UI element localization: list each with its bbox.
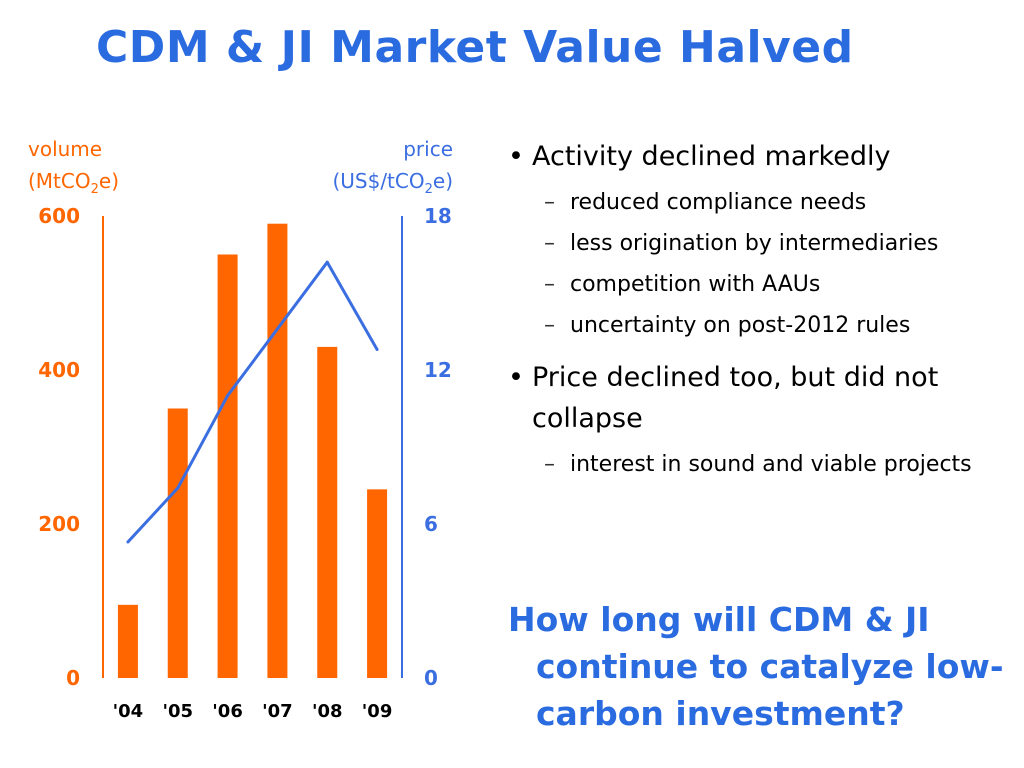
price-point (375, 347, 379, 351)
category-labels: '04 '05 '06 '07 '08 '09 (113, 701, 393, 722)
left-axis-unit-sub: 2 (91, 182, 99, 197)
right-tick-labels: 18 12 6 0 (424, 204, 452, 690)
main-bullet: • Price declined too, but did not collaps… (508, 357, 1018, 439)
sub-bullet: – interest in sound and viable projects (508, 449, 1018, 480)
left-tick-label: 400 (38, 358, 80, 382)
left-tick-label: 600 (38, 204, 80, 228)
price-point (275, 327, 279, 331)
right-tick-label: 18 (424, 204, 452, 228)
main-bullet-text: Price declined too, but did not collapse (532, 362, 939, 434)
volume-bar (267, 223, 288, 678)
dash-icon: – (544, 313, 555, 338)
sub-bullet: – reduced compliance needs (508, 187, 1018, 218)
price-points (126, 260, 379, 544)
left-axis-title: volume (28, 137, 102, 161)
bullet-group: • Price declined too, but did not collaps… (508, 357, 1018, 480)
volume-bar (167, 408, 188, 678)
sub-bullet-text: uncertainty on post-2012 rules (570, 313, 911, 338)
right-axis-title: price (403, 137, 453, 161)
category-label: '09 (362, 701, 393, 722)
sub-bullet: – uncertainty on post-2012 rules (508, 310, 1018, 341)
right-axis-unit-pre: (US$/tCO (332, 169, 424, 193)
right-axis-unit: (US$/tCO2e) (332, 169, 453, 197)
volume-price-chart: volume (MtCO2e) price (US$/tCO2e) 600400… (28, 137, 453, 722)
left-tick-label: 200 (38, 512, 80, 536)
category-label: '04 (113, 701, 144, 722)
price-point (126, 540, 130, 544)
dash-icon: – (544, 231, 555, 256)
bullet-dot-icon: • (508, 362, 524, 393)
left-tick-label: 0 (66, 666, 80, 690)
bullet-group: • Activity declined markedly – reduced comp… (508, 136, 1018, 341)
left-axis-unit-post: e) (99, 169, 119, 193)
right-axis-unit-post: e) (433, 169, 453, 193)
right-tick-label: 0 (424, 666, 438, 690)
price-point (325, 260, 329, 264)
price-point (226, 394, 230, 398)
dash-icon: – (544, 272, 555, 297)
dash-icon: – (544, 452, 555, 477)
volume-bar (367, 489, 388, 678)
volume-bar (117, 604, 138, 678)
right-tick-label: 6 (424, 512, 438, 536)
bullet-dot-icon: • (508, 141, 524, 172)
category-label: '08 (312, 701, 343, 722)
volume-bar (217, 254, 238, 678)
closing-question: How long will CDM & JI continue to catal… (508, 600, 1004, 733)
sub-bullet-text: reduced compliance needs (570, 190, 867, 215)
price-point (176, 486, 180, 490)
dash-icon: – (544, 190, 555, 215)
volume-bars (117, 223, 388, 678)
sub-bullet-text: interest in sound and viable projects (570, 452, 972, 477)
right-axis-unit-sub: 2 (425, 182, 433, 197)
sub-bullet-list: – reduced compliance needs – less originati… (508, 187, 1018, 341)
sub-bullet-text: competition with AAUs (570, 272, 821, 297)
left-axis-unit-pre: (MtCO (28, 169, 91, 193)
category-label: '06 (212, 701, 243, 722)
sub-bullet: – competition with AAUs (508, 269, 1018, 300)
main-bullet: • Activity declined markedly (508, 136, 1018, 177)
category-label: '07 (262, 701, 293, 722)
left-tick-labels: 600 400 200 0 (38, 204, 80, 690)
sub-bullet-list: – interest in sound and viable projects (508, 449, 1018, 480)
bullet-list: • Activity declined markedly – reduced comp… (508, 136, 1018, 490)
price-line (126, 260, 379, 543)
left-axis-unit: (MtCO2e) (28, 169, 119, 197)
slide-title: CDM & JI Market Value Halved (96, 22, 854, 73)
main-bullet-text: Activity declined markedly (532, 141, 891, 172)
category-label: '05 (162, 701, 193, 722)
sub-bullet-text: less origination by intermediaries (570, 231, 939, 256)
volume-bar (317, 346, 338, 678)
right-tick-label: 12 (424, 358, 452, 382)
sub-bullet: – less origination by intermediaries (508, 228, 1018, 259)
